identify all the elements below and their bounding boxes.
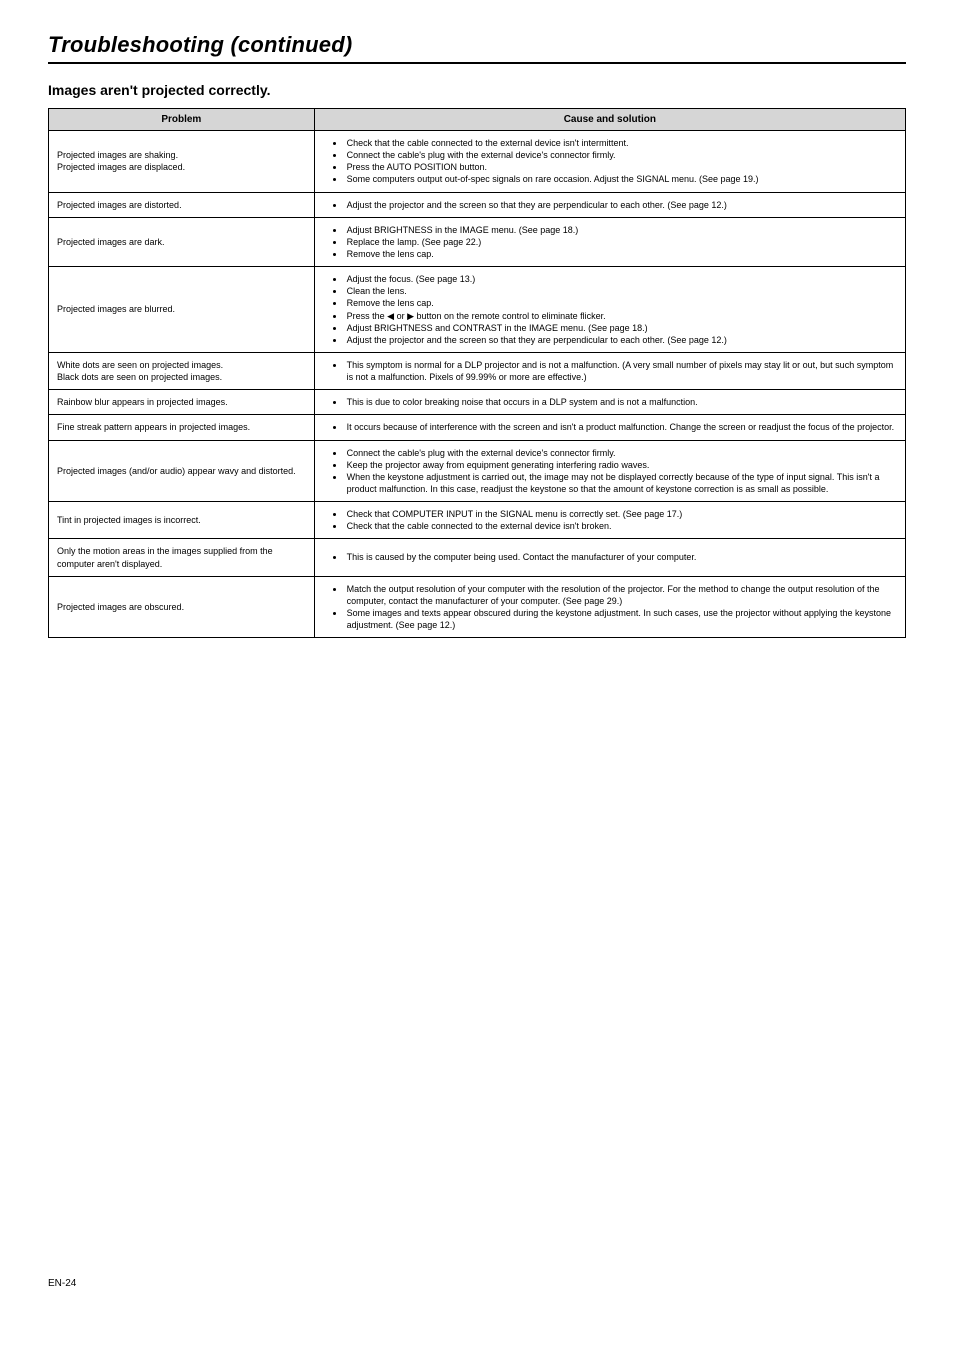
problem-cell: Projected images are shaking.Projected i… xyxy=(49,131,315,193)
cause-cell: Adjust the projector and the screen so t… xyxy=(314,192,905,217)
cause-item: Check that the cable connected to the ex… xyxy=(345,520,897,532)
col-header-cause: Cause and solution xyxy=(314,109,905,131)
cause-item: Remove the lens cap. xyxy=(345,248,897,260)
problem-cell: Only the motion areas in the images supp… xyxy=(49,539,315,576)
problem-text: Projected images (and/or audio) appear w… xyxy=(57,465,306,477)
cause-cell: It occurs because of interference with t… xyxy=(314,415,905,440)
cause-item: Match the output resolution of your comp… xyxy=(345,583,897,607)
cause-item: When the keystone adjustment is carried … xyxy=(345,471,897,495)
page-number: EN-24 xyxy=(48,1278,906,1289)
page-title: Troubleshooting (continued) xyxy=(48,32,906,58)
cause-cell: Check that the cable connected to the ex… xyxy=(314,131,905,193)
cause-item: Adjust the projector and the screen so t… xyxy=(345,199,897,211)
problem-cell: Tint in projected images is incorrect. xyxy=(49,502,315,539)
section-subtitle: Images aren't projected correctly. xyxy=(48,82,906,98)
cause-item: Adjust the projector and the screen so t… xyxy=(345,334,897,346)
problem-text: Rainbow blur appears in projected images… xyxy=(57,396,306,408)
problem-cell: Rainbow blur appears in projected images… xyxy=(49,390,315,415)
cause-item: Remove the lens cap. xyxy=(345,297,897,309)
cause-cell: This symptom is normal for a DLP project… xyxy=(314,352,905,389)
problem-cell: Projected images (and/or audio) appear w… xyxy=(49,440,315,502)
problem-cell: Projected images are blurred. xyxy=(49,267,315,353)
problem-cell: Projected images are dark. xyxy=(49,217,315,266)
problem-text: White dots are seen on projected images. xyxy=(57,359,306,371)
problem-cell: Fine streak pattern appears in projected… xyxy=(49,415,315,440)
table-row: Fine streak pattern appears in projected… xyxy=(49,415,906,440)
cause-item: Replace the lamp. (See page 22.) xyxy=(345,236,897,248)
cause-item: Connect the cable's plug with the extern… xyxy=(345,149,897,161)
table-row: Only the motion areas in the images supp… xyxy=(49,539,906,576)
problem-text: Projected images are distorted. xyxy=(57,199,306,211)
problem-cell: Projected images are distorted. xyxy=(49,192,315,217)
cause-item: This symptom is normal for a DLP project… xyxy=(345,359,897,383)
cause-item: This is due to color breaking noise that… xyxy=(345,396,897,408)
cause-item: Adjust BRIGHTNESS and CONTRAST in the IM… xyxy=(345,322,897,334)
table-row: Tint in projected images is incorrect. Ch… xyxy=(49,502,906,539)
cause-cell: This is caused by the computer being use… xyxy=(314,539,905,576)
problem-text: Only the motion areas in the images supp… xyxy=(57,545,306,569)
table-row: Projected images are blurred. Adjust the … xyxy=(49,267,906,353)
cause-item: Adjust BRIGHTNESS in the IMAGE menu. (Se… xyxy=(345,224,897,236)
cause-item: Press the ◀ or ▶ button on the remote co… xyxy=(345,310,897,322)
cause-cell: Adjust BRIGHTNESS in the IMAGE menu. (Se… xyxy=(314,217,905,266)
cause-item: Adjust the focus. (See page 13.) xyxy=(345,273,897,285)
problem-text: Projected images are blurred. xyxy=(57,303,306,315)
table-row: Projected images (and/or audio) appear w… xyxy=(49,440,906,502)
cause-cell: This is due to color breaking noise that… xyxy=(314,390,905,415)
cause-item: Some computers output out-of-spec signal… xyxy=(345,173,897,185)
cause-cell: Match the output resolution of your comp… xyxy=(314,576,905,638)
problem-text: Projected images are displaced. xyxy=(57,161,306,173)
cause-item: Clean the lens. xyxy=(345,285,897,297)
problem-cell: White dots are seen on projected images.… xyxy=(49,352,315,389)
col-header-problem: Problem xyxy=(49,109,315,131)
problem-text: Tint in projected images is incorrect. xyxy=(57,514,306,526)
problem-text: Projected images are shaking. xyxy=(57,149,306,161)
cause-item: Some images and texts appear obscured du… xyxy=(345,607,897,631)
table-row: Projected images are shaking.Projected i… xyxy=(49,131,906,193)
problem-text: Black dots are seen on projected images. xyxy=(57,371,306,383)
cause-item: Connect the cable's plug with the extern… xyxy=(345,447,897,459)
cause-cell: Check that COMPUTER INPUT in the SIGNAL … xyxy=(314,502,905,539)
table-row: White dots are seen on projected images.… xyxy=(49,352,906,389)
problem-text: Projected images are obscured. xyxy=(57,601,306,613)
table-row: Projected images are distorted. Adjust th… xyxy=(49,192,906,217)
table-row: Rainbow blur appears in projected images… xyxy=(49,390,906,415)
cause-item: This is caused by the computer being use… xyxy=(345,551,897,563)
cause-item: Press the AUTO POSITION button. xyxy=(345,161,897,173)
problem-text: Fine streak pattern appears in projected… xyxy=(57,421,306,433)
title-block: Troubleshooting (continued) xyxy=(48,32,906,64)
cause-item: Check that COMPUTER INPUT in the SIGNAL … xyxy=(345,508,897,520)
cause-item: It occurs because of interference with t… xyxy=(345,421,897,433)
problem-text: Projected images are dark. xyxy=(57,236,306,248)
cause-item: Check that the cable connected to the ex… xyxy=(345,137,897,149)
cause-cell: Adjust the focus. (See page 13.)Clean th… xyxy=(314,267,905,353)
table-row: Projected images are dark. Adjust BRIGHTN… xyxy=(49,217,906,266)
troubleshooting-table: Problem Cause and solution Projected ima… xyxy=(48,108,906,638)
cause-item: Keep the projector away from equipment g… xyxy=(345,459,897,471)
cause-cell: Connect the cable's plug with the extern… xyxy=(314,440,905,502)
table-row: Projected images are obscured. Match the … xyxy=(49,576,906,638)
problem-cell: Projected images are obscured. xyxy=(49,576,315,638)
